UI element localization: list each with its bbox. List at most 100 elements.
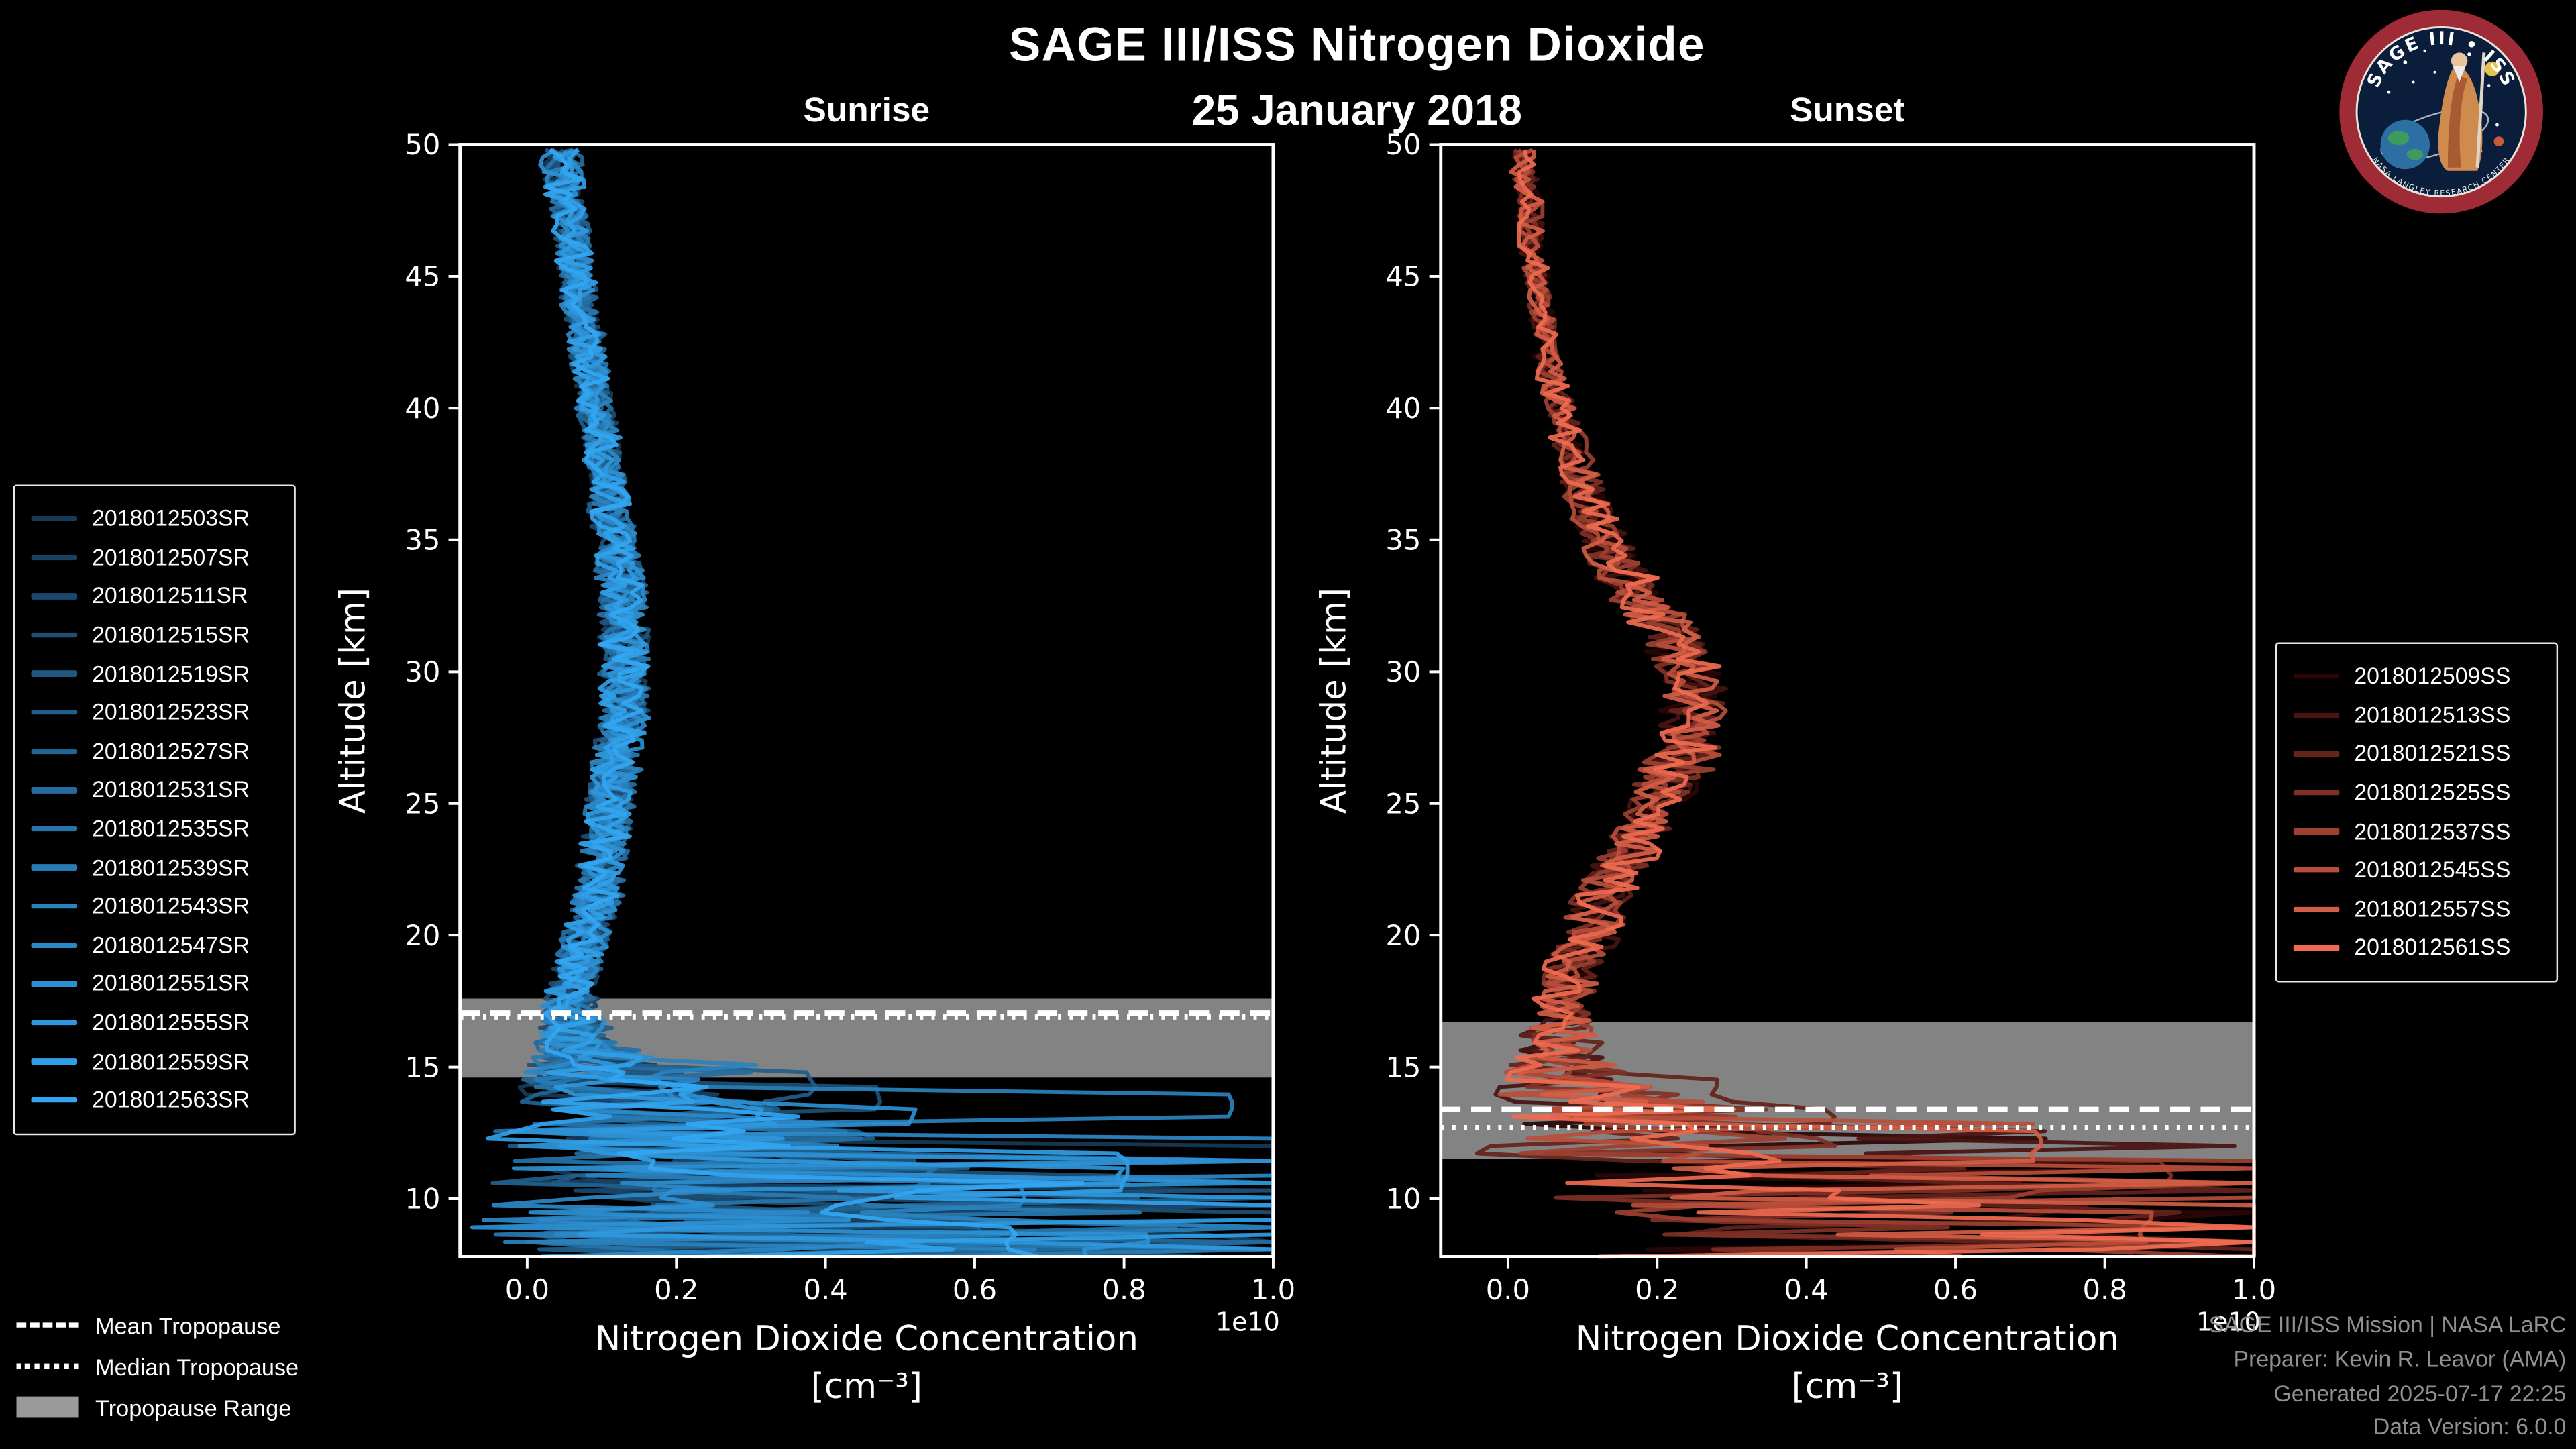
legend-label: 2018012537SS [2354,819,2511,844]
legend-label: 2018012559SR [92,1049,250,1074]
y-tick-label: 35 [1385,523,1421,556]
profile-line [470,148,1275,1258]
dotted-line-swatch [16,1363,79,1368]
legend-label: 2018012503SR [92,506,250,531]
legend-label: 2018012507SR [92,545,250,570]
legend-line-swatch [31,710,78,716]
legend-line-swatch [31,593,78,600]
legend-item: 2018012523SR [31,693,294,732]
legend-item: 2018012509SS [2293,657,2557,696]
median-tropopause-label: Median Tropopause [95,1352,299,1379]
legend-line-swatch [2293,945,2340,951]
legend-line-swatch [31,865,78,871]
mean-tropopause-label: Mean Tropopause [95,1311,281,1338]
tropopause-range-legend-item: Tropopause Range [16,1387,299,1428]
y-tick-label: 35 [405,523,440,556]
legend-line-swatch [31,748,78,755]
x-tick-label: 0.8 [1102,1273,1146,1306]
credits-generated: Generated 2025-07-17 22:25 [2273,1381,2567,1406]
legend-line-swatch [31,904,78,910]
legend-item: 2018012511SR [31,577,294,616]
legend-item: 2018012561SS [2293,928,2557,967]
sunrise-series-legend: 2018012503SR 2018012507SR 2018012511SR 2018… [13,484,296,1135]
legend-item: 2018012503SR [31,499,294,538]
y-tick-label: 45 [405,260,440,293]
legend-item: 2018012521SS [2293,735,2557,773]
y-tick-label: 10 [1385,1183,1421,1216]
x-tick-label: 0.2 [1635,1273,1679,1306]
legend-line-swatch [2293,674,2340,680]
legend-label: 2018012557SS [2354,896,2511,922]
legend-line-swatch [2293,712,2340,718]
legend-label: 2018012555SR [92,1010,250,1035]
legend-line-swatch [2293,790,2340,796]
legend-label: 2018012521SS [2354,741,2511,767]
legend-line-swatch [31,787,78,793]
legend-item: 2018012537SS [2293,812,2557,851]
x-axis-offset-label: 1e10 [1216,1307,1280,1337]
legend-label: 2018012525SS [2354,780,2511,806]
legend-label: 2018012531SR [92,777,250,803]
y-tick-label: 25 [1385,787,1421,820]
legend-line-swatch [31,1097,78,1104]
tropopause-range-label: Tropopause Range [95,1393,292,1421]
y-tick-label: 50 [405,128,440,161]
credits-preparer: Preparer: Kevin R. Leavor (AMA) [2233,1347,2567,1372]
sage-figure-icon [2438,52,2504,171]
y-tick-label: 30 [405,655,440,688]
y-tick-label: 10 [405,1183,440,1216]
profile-line [1505,149,2256,1259]
legend-line-swatch [31,632,78,638]
plot-frame [458,143,1275,1258]
y-tick-label: 45 [1385,260,1421,293]
legend-item: 2018012551SR [31,965,294,1004]
x-tick-label: 1.0 [2232,1273,2276,1306]
sunset-series-legend: 2018012509SS 2018012513SS 2018012521SS 2018… [2275,642,2559,982]
x-tick-label: 0.0 [505,1273,549,1306]
legend-line-swatch [31,671,78,677]
y-tick-label: 40 [1385,392,1421,425]
x-tick-label: 0.6 [953,1273,997,1306]
legend-label: 2018012547SR [92,932,250,958]
legend-line-swatch [31,981,78,987]
plot-frame [1439,143,2256,1258]
x-tick-label: 0.4 [804,1273,848,1306]
legend-label: 2018012519SR [92,661,250,686]
mean-tropopause-legend-item: Mean Tropopause [16,1304,299,1345]
legend-line-swatch [31,554,78,561]
x-axis-units-label: [cm⁻³] [1792,1366,1903,1407]
legend-label: 2018012515SR [92,623,250,648]
legend-item: 2018012531SR [31,771,294,810]
legend-line-swatch [2293,828,2340,835]
y-axis-label: Altitude [km] [1314,588,1354,814]
legend-item: 2018012545SS [2293,851,2557,890]
legend-item: 2018012519SR [31,655,294,694]
x-axis-units-label: [cm⁻³] [811,1366,922,1407]
legend-label: 2018012513SS [2354,702,2511,728]
credits: SAGE III/ISS Mission | NASA LaRC Prepare… [2209,1309,2567,1446]
x-axis-label: Nitrogen Dioxide Concentration [595,1319,1138,1359]
legend-item: 2018012515SR [31,616,294,655]
profile-line [541,148,1085,1259]
legend-line-swatch [31,1020,78,1026]
y-tick-label: 15 [1385,1051,1421,1083]
legend-line-swatch [2293,751,2340,757]
legend-label: 2018012539SR [92,855,250,880]
legend-item: 2018012543SR [31,887,294,926]
legend-label: 2018012551SR [92,971,250,997]
range-band-swatch [16,1396,79,1418]
sunset-panel-title: Sunset [1790,92,1905,130]
legend-label: 2018012543SR [92,894,250,919]
planet-icon [2493,136,2504,146]
legend-item: 2018012539SR [31,849,294,888]
y-tick-label: 40 [405,392,440,425]
legend-line-swatch [2293,906,2340,912]
sunrise-plot: 0.0 0.2 0.4 0.6 0.8 1.0 10 15 20 25 30 35 40 45 50 1e10… [333,128,1295,1407]
figure-title: SAGE III/ISS Nitrogen Dioxide [1008,19,1705,72]
profile-line [485,148,1275,1259]
legend-line-swatch [31,516,78,522]
x-tick-label: 0.2 [654,1273,698,1306]
x-tick-label: 1.0 [1251,1273,1295,1306]
x-tick-label: 0.0 [1486,1273,1530,1306]
